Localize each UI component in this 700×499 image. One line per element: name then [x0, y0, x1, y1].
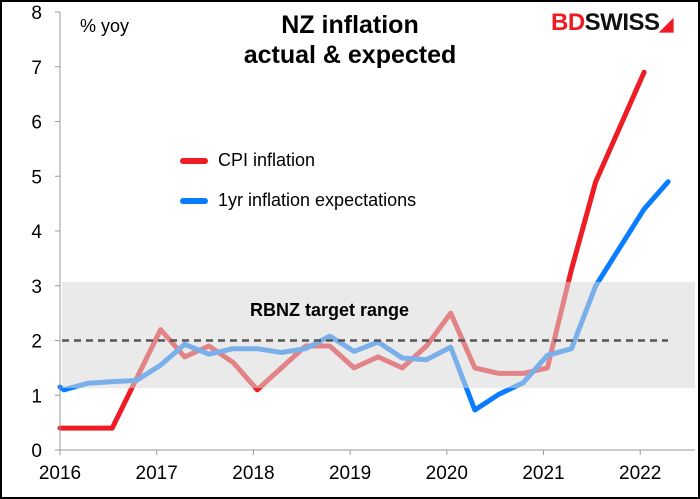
- legend-item-expectations: 1yr inflation expectations: [180, 190, 416, 211]
- y-tick-label: 8: [31, 3, 42, 24]
- y-tick-label: 2: [31, 332, 42, 353]
- x-tick-label: 2019: [329, 463, 371, 484]
- x-tick-label: 2020: [426, 463, 468, 484]
- logo-text-red: BD: [551, 9, 585, 36]
- logo-text-black: SWISS: [584, 9, 660, 36]
- swiss-flag-icon: ◢: [659, 14, 674, 34]
- legend-item-cpi: CPI inflation: [180, 150, 315, 171]
- y-tick-label: 3: [31, 277, 42, 298]
- y-tick-label: 4: [31, 222, 42, 243]
- chart-title-line-1: NZ inflation: [281, 11, 419, 39]
- y-axis-label: % yoy: [80, 16, 130, 36]
- legend-label-cpi: CPI inflation: [218, 150, 316, 170]
- x-tick-label: 2022: [619, 463, 661, 484]
- x-tick-label: 2018: [232, 463, 274, 484]
- chart-title-line-2: actual & expected: [243, 41, 457, 69]
- legend-label-expectations: 1yr inflation expectations: [218, 190, 417, 210]
- legend-swatch-cpi: [180, 157, 208, 164]
- x-tick-label: 2021: [522, 463, 564, 484]
- y-tick-label: 0: [31, 441, 42, 462]
- target-range-label: RBNZ target range: [250, 300, 410, 320]
- y-tick-label: 5: [31, 167, 42, 188]
- bdswiss-logo: BDSWISS◢: [551, 9, 673, 37]
- x-tick-label: 2017: [136, 463, 178, 484]
- y-tick-label: 6: [31, 113, 42, 134]
- target-range-band: [62, 281, 695, 389]
- x-tick-label: 2016: [39, 463, 81, 484]
- y-tick-label: 7: [31, 58, 42, 79]
- y-tick-label: 1: [31, 386, 42, 407]
- legend-swatch-expectations: [180, 197, 208, 204]
